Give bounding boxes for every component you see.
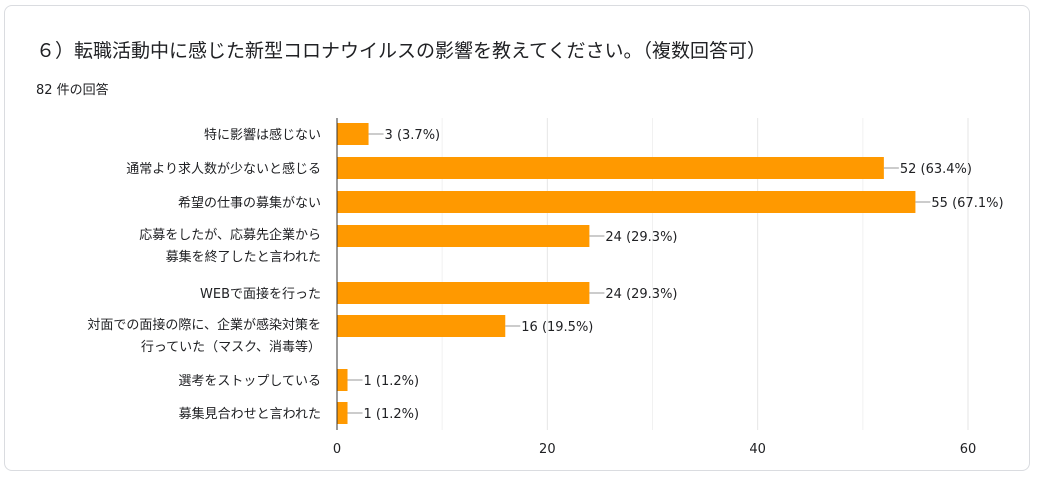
question-title: ６）転職活動中に感じた新型コロナウイルスの影響を教えてください。（複数回答可） — [36, 40, 766, 62]
data-label: 52 (63.4%) — [900, 162, 972, 177]
category-label: WEBで面接を行った — [200, 286, 321, 302]
bar — [337, 157, 884, 179]
category-label: 募集を終了したと言われた — [166, 249, 321, 265]
data-label: 24 (29.3%) — [605, 230, 677, 245]
data-label: 24 (29.3%) — [605, 287, 677, 302]
x-tick-label: 20 — [539, 442, 556, 457]
category-label: 選考をストップしている — [178, 374, 321, 389]
data-label: 1 (1.2%) — [364, 407, 420, 422]
category-label: 対面での面接の際に、企業が感染対策を — [87, 317, 321, 333]
category-label: 希望の仕事の募集がない — [178, 195, 321, 211]
bar — [337, 225, 590, 247]
bar — [337, 282, 590, 304]
x-tick-label: 0 — [333, 442, 341, 457]
category-label: 応募をしたが、応募先企業から — [139, 227, 321, 243]
data-label: 16 (19.5%) — [521, 320, 593, 335]
bar — [337, 123, 369, 145]
category-label: 特に影響は感じない — [204, 127, 321, 143]
bar — [337, 402, 348, 424]
category-label: 行っていた（マスク、消毒等） — [141, 339, 321, 355]
category-label: 募集見合わせと言われた — [179, 406, 321, 422]
x-tick-label: 40 — [749, 442, 766, 457]
x-tick-label: 60 — [960, 442, 977, 457]
bar — [337, 315, 506, 337]
response-count: 82 件の回答 — [36, 83, 109, 98]
data-label: 1 (1.2%) — [364, 374, 420, 389]
data-label: 3 (3.7%) — [385, 128, 441, 143]
category-label: 通常より求人数が少ないと感じる — [126, 161, 321, 177]
bar — [337, 191, 916, 213]
bar — [337, 369, 348, 391]
data-label: 55 (67.1%) — [931, 196, 1003, 211]
